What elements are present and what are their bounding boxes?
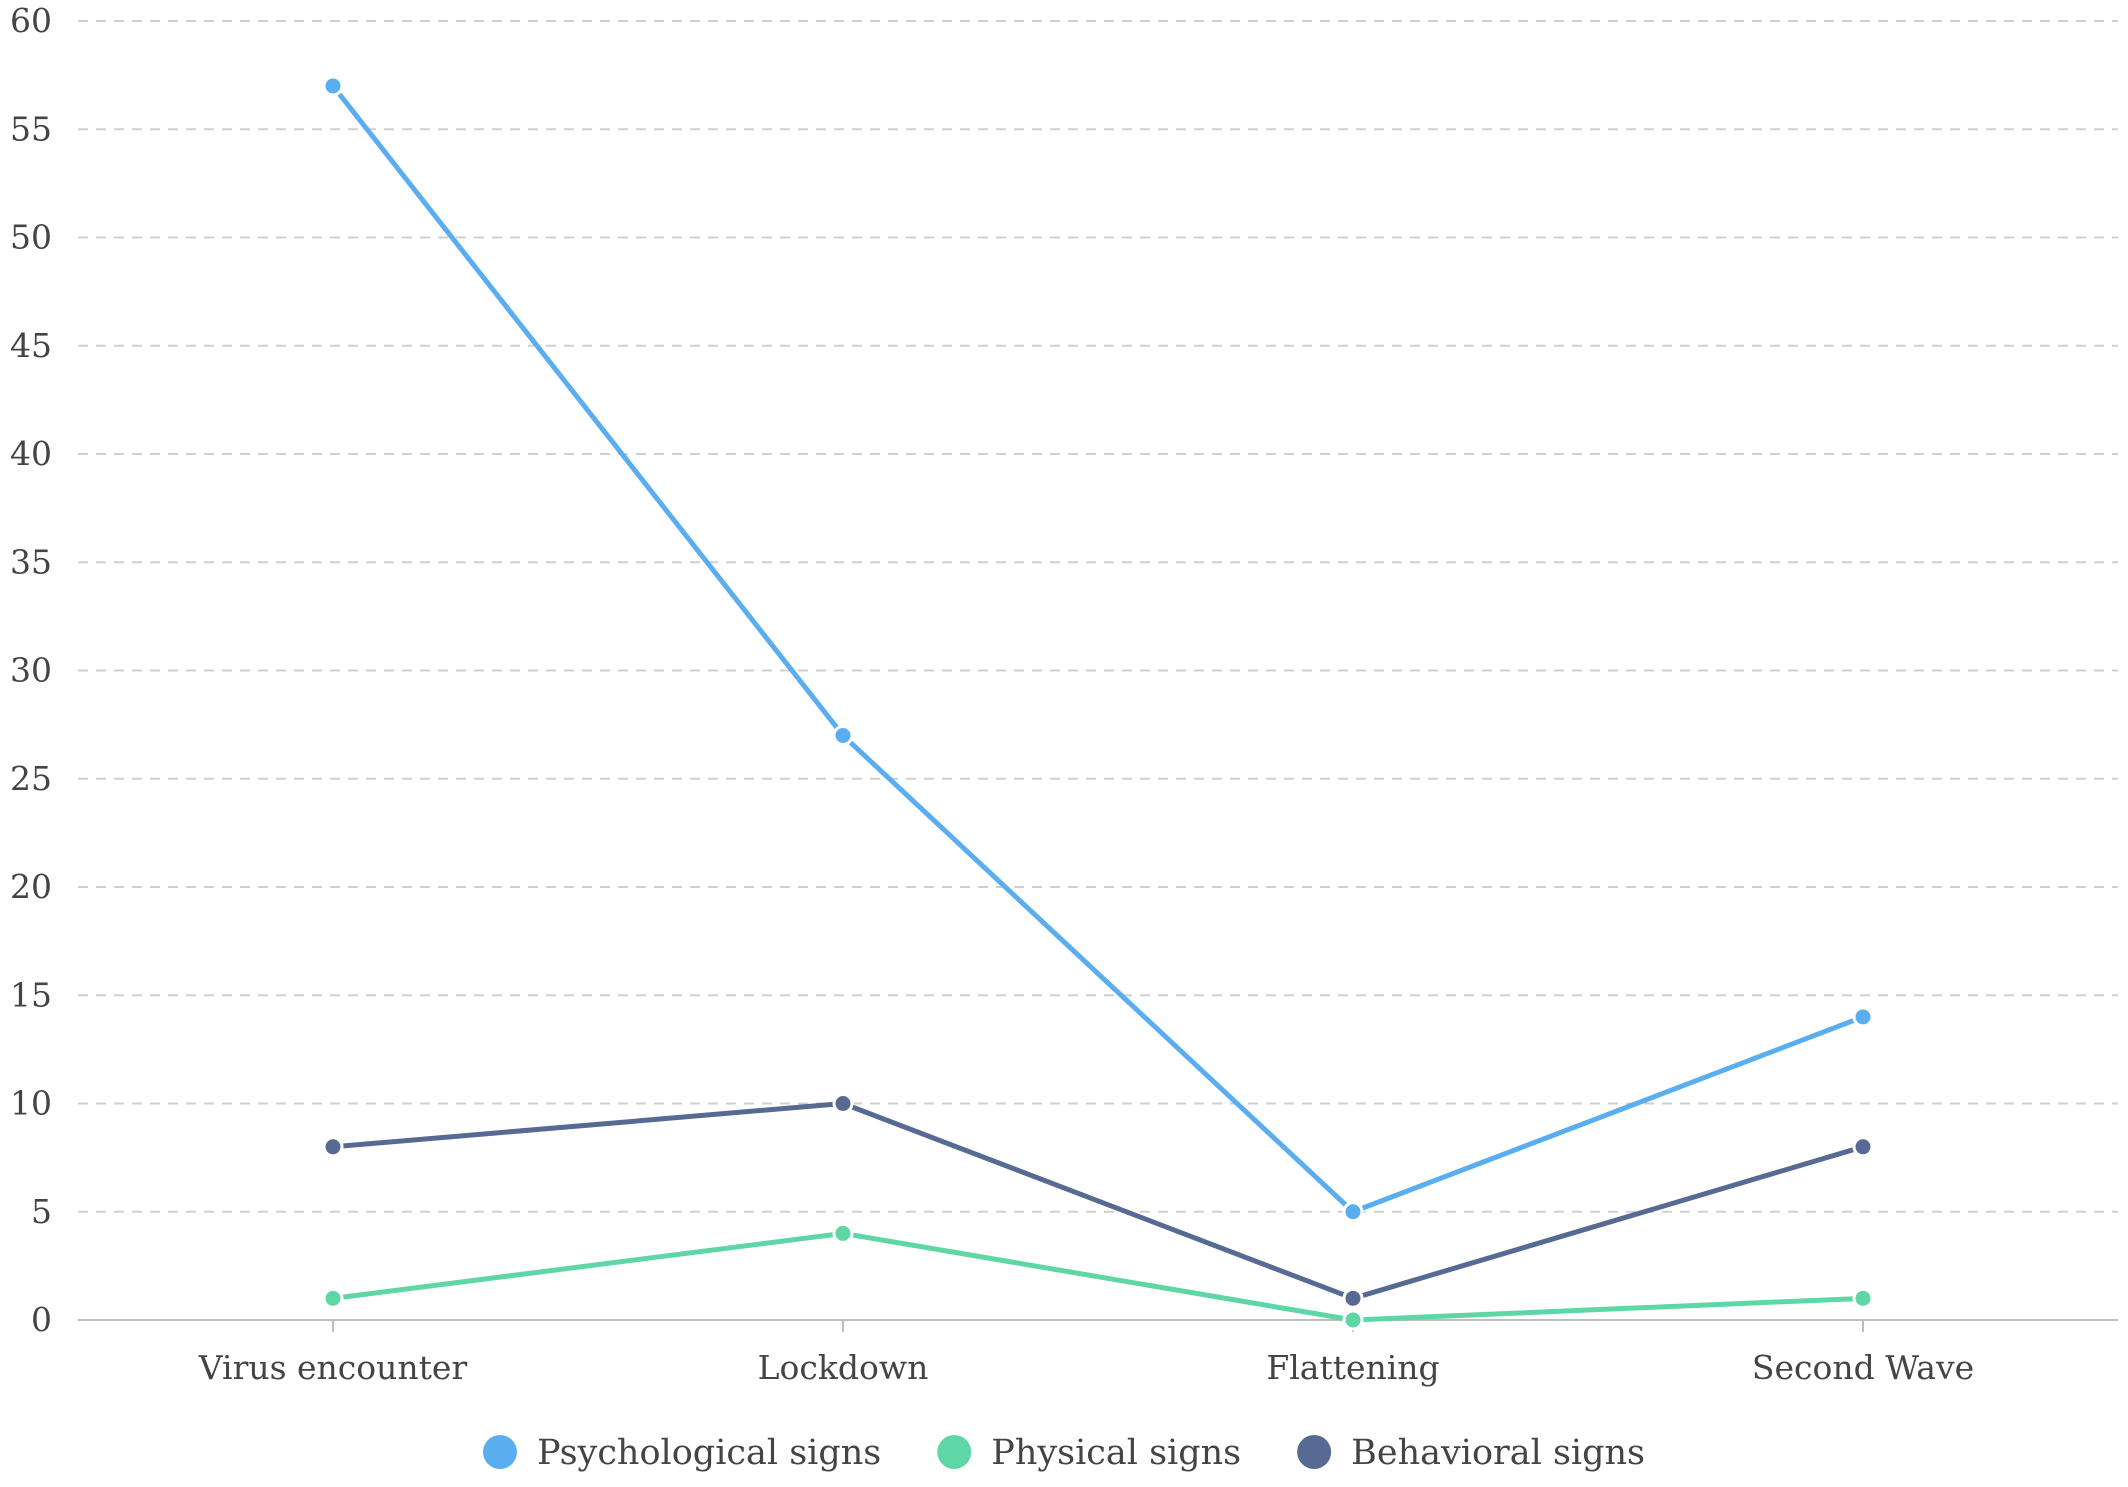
series-line-1	[330, 1230, 1866, 1323]
x-axis: Virus encounter Lockdown Flattening Second …	[78, 1319, 2118, 1387]
data-point[interactable]	[322, 1287, 344, 1309]
legend: Psychological signs Physical signs Behavio…	[482, 1433, 1645, 1473]
y-tick-label: 50	[10, 218, 52, 257]
data-point[interactable]	[832, 1093, 854, 1114]
data-point[interactable]	[1852, 1006, 1874, 1028]
legend-item[interactable]: Psychological signs	[482, 1433, 881, 1473]
y-tick-label: 30	[10, 651, 52, 690]
y-tick-label: 35	[10, 542, 52, 581]
data-point[interactable]	[832, 1222, 854, 1244]
legend-marker	[1297, 1435, 1332, 1469]
y-tick-label: 60	[10, 1, 52, 40]
y-tick-label: 45	[10, 326, 52, 365]
series-line-0	[330, 83, 1866, 1215]
y-tick-label: 5	[31, 1192, 52, 1231]
y-tick-label: 20	[10, 867, 52, 906]
x-tick-label: Lockdown	[758, 1348, 929, 1387]
data-point[interactable]	[322, 75, 344, 97]
legend-label: Physical signs	[991, 1433, 1241, 1473]
legend-marker	[937, 1435, 972, 1469]
legend-label: Psychological signs	[537, 1433, 881, 1473]
legend-label: Behavioral signs	[1351, 1433, 1645, 1473]
series-line-2	[330, 1101, 1866, 1301]
x-tick-label: Flattening	[1266, 1348, 1439, 1387]
data-point[interactable]	[832, 724, 854, 746]
x-tick-label: Second Wave	[1752, 1348, 1974, 1387]
y-tick-label: 10	[10, 1084, 52, 1123]
y-tick-label: 25	[10, 759, 52, 798]
y-tick-label: 55	[10, 109, 52, 148]
y-tick-label: 0	[31, 1300, 52, 1339]
series-layer	[322, 75, 1874, 1331]
y-tick-label: 40	[10, 434, 52, 473]
data-point[interactable]	[1852, 1287, 1874, 1309]
x-tick-label: Virus encounter	[198, 1348, 468, 1387]
y-axis: 0 5 10 15 20 25 30 35 40 45 50 55 60	[10, 1, 52, 1339]
legend-item[interactable]: Behavioral signs	[1297, 1433, 1645, 1473]
data-point[interactable]	[1342, 1201, 1364, 1223]
legend-marker	[482, 1435, 517, 1469]
legend-item[interactable]: Physical signs	[937, 1433, 1241, 1473]
data-point[interactable]	[322, 1136, 344, 1158]
data-point[interactable]	[1852, 1136, 1874, 1158]
data-point[interactable]	[1342, 1309, 1364, 1331]
data-point[interactable]	[1342, 1287, 1364, 1309]
gridlines	[78, 20, 2118, 1213]
y-tick-label: 15	[10, 975, 52, 1014]
